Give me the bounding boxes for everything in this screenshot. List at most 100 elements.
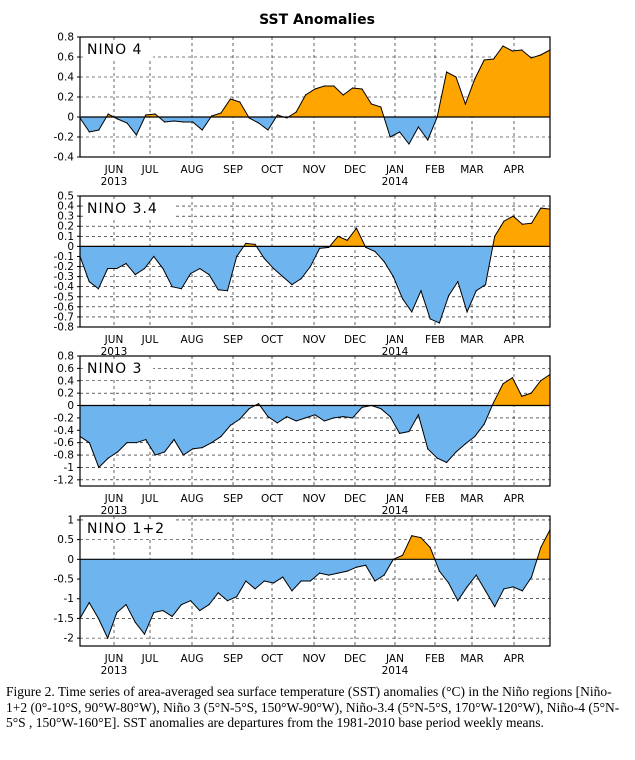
data-point (374, 580, 376, 582)
data-point (448, 582, 450, 584)
data-point (173, 438, 175, 441)
data-point (314, 414, 316, 416)
data-point (337, 235, 339, 237)
data-point (370, 103, 372, 105)
y-tick-label: 0.5 (57, 191, 74, 203)
data-point (464, 103, 466, 105)
data-point (530, 576, 533, 578)
y-tick-label: -0.4 (54, 152, 75, 164)
data-point (173, 120, 175, 122)
panel-0: -0.4 -0.2 0 0.2 0.4 0.6 0.8 JUN JUL AUG SEP OCT NOV D… (54, 32, 551, 188)
data-point (521, 395, 523, 397)
data-point (145, 438, 147, 441)
data-point (164, 121, 166, 123)
data-point (134, 274, 136, 276)
positive-anomaly-area (80, 46, 550, 117)
data-point (171, 286, 173, 288)
data-point (493, 401, 495, 404)
data-point (126, 442, 128, 444)
data-point (217, 289, 219, 291)
plot-frame (79, 355, 551, 487)
y-tick-label: 0.6 (57, 363, 74, 375)
y-tick-label: -1.2 (54, 474, 75, 486)
data-point (493, 58, 495, 60)
y-tick-label: -1 (64, 593, 74, 605)
x-tick-label: OCT (261, 493, 284, 505)
data-point (521, 590, 523, 592)
x-tick-label: AUG (180, 334, 203, 346)
x-tick-label: DEC (344, 164, 366, 176)
y-tick-label: 0.3 (57, 211, 74, 223)
y-tick-label: 0.2 (57, 221, 74, 233)
data-point (309, 580, 311, 582)
x-tick-label: MAR (460, 164, 484, 176)
data-point (229, 98, 231, 100)
data-point (98, 466, 100, 469)
panel-title: NINO 3 (87, 361, 142, 377)
year-label: 2013 (101, 346, 128, 358)
x-tick-label: OCT (261, 164, 284, 176)
data-point (383, 260, 385, 263)
data-point (352, 417, 354, 419)
data-point (309, 265, 311, 268)
data-point (401, 554, 404, 556)
data-point (323, 85, 325, 87)
year-label: 2014 (382, 665, 409, 677)
data-point (494, 235, 496, 237)
x-tick-label: JUL (141, 334, 159, 346)
y-tick-label: -0.1 (54, 251, 75, 263)
data-point (282, 276, 284, 278)
x-tick-label: NOV (302, 334, 326, 346)
plot-frame (79, 195, 551, 328)
y-tick-label: 0.4 (57, 201, 74, 213)
y-tick-label: 1 (67, 514, 74, 526)
data-point (117, 451, 119, 453)
y-tick-label: 0.2 (57, 388, 74, 400)
data-point (97, 617, 100, 620)
data-point (427, 139, 429, 141)
data-point (189, 272, 192, 275)
y-tick-label: -0.3 (54, 271, 75, 283)
data-point (392, 276, 394, 278)
data-point (300, 580, 302, 582)
y-tick-label: 0 (67, 112, 74, 124)
negative-anomaly-area (80, 405, 550, 468)
data-point (475, 574, 477, 576)
x-tick-label: SEP (223, 653, 243, 665)
data-point (483, 423, 485, 425)
panel-2: -1.2-1-0.8-0.6-0.4-0.200.20.40.60.8 JUN JU… (54, 351, 551, 517)
data-point (199, 609, 201, 612)
data-point (346, 570, 348, 572)
series-area (80, 529, 550, 640)
data-point (484, 590, 487, 592)
data-point (97, 288, 100, 290)
data-point (229, 424, 231, 426)
data-point (511, 377, 513, 379)
x-tick-label: MAR (460, 653, 484, 665)
data-point (305, 417, 307, 419)
x-tick-label: JUN (104, 493, 124, 505)
x-tick-label: NOV (302, 653, 326, 665)
data-point (383, 574, 385, 576)
data-point (502, 45, 504, 47)
data-point (429, 546, 431, 549)
data-point (107, 637, 109, 639)
x-tick-label: MAR (460, 334, 484, 346)
data-point (361, 406, 363, 408)
data-point (201, 129, 203, 131)
data-point (540, 546, 542, 549)
data-point (474, 78, 476, 80)
x-tick-label: JAN (385, 334, 404, 346)
x-tick-label: JAN (385, 653, 404, 665)
y-tick-label: -0.6 (54, 301, 75, 313)
data-point (466, 586, 468, 588)
data-point (258, 403, 260, 405)
data-point (448, 295, 450, 297)
data-point (295, 420, 297, 422)
data-point (107, 267, 109, 270)
year-label: 2014 (382, 176, 409, 188)
data-point (420, 537, 422, 539)
x-tick-label: OCT (261, 334, 284, 346)
plot-frame (79, 515, 551, 647)
